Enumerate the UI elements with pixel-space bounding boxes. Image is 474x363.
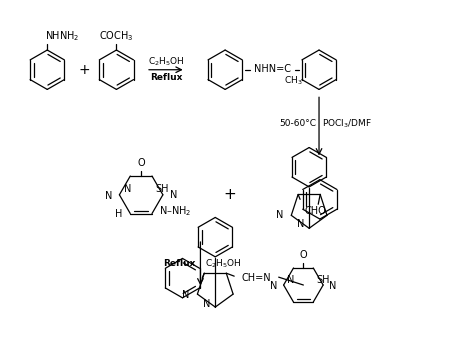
Text: N: N — [276, 210, 283, 220]
Text: Reflux: Reflux — [150, 73, 182, 82]
Text: N: N — [170, 190, 177, 200]
Text: COCH$_3$: COCH$_3$ — [99, 29, 134, 43]
Text: N: N — [329, 281, 337, 291]
Text: SH: SH — [155, 184, 168, 194]
Text: N–NH$_2$: N–NH$_2$ — [159, 204, 191, 217]
Text: N: N — [297, 219, 304, 229]
Text: 50-60°C: 50-60°C — [279, 119, 316, 129]
Text: N: N — [124, 184, 131, 194]
Text: O: O — [137, 158, 145, 168]
Text: N: N — [203, 299, 210, 309]
Text: +: + — [78, 63, 90, 77]
Text: O: O — [300, 250, 307, 260]
Text: POCl$_3$/DMF: POCl$_3$/DMF — [322, 118, 372, 130]
Text: N: N — [270, 281, 278, 291]
Text: C$_2$H$_5$OH: C$_2$H$_5$OH — [147, 56, 184, 68]
Text: SH: SH — [316, 275, 330, 285]
Text: N: N — [105, 191, 112, 201]
Text: H: H — [115, 209, 122, 219]
Text: Reflux: Reflux — [163, 259, 195, 268]
Text: CH=N: CH=N — [241, 273, 271, 283]
Text: NHN=C: NHN=C — [254, 64, 291, 74]
Text: N: N — [287, 275, 294, 285]
Text: NHNH$_2$: NHNH$_2$ — [46, 29, 80, 43]
Text: C$_2$H$_5$OH: C$_2$H$_5$OH — [205, 257, 242, 270]
Text: +: + — [224, 187, 237, 202]
Text: CHO: CHO — [304, 206, 326, 216]
Text: CH$_3$: CH$_3$ — [284, 74, 303, 87]
Text: N: N — [182, 290, 190, 300]
